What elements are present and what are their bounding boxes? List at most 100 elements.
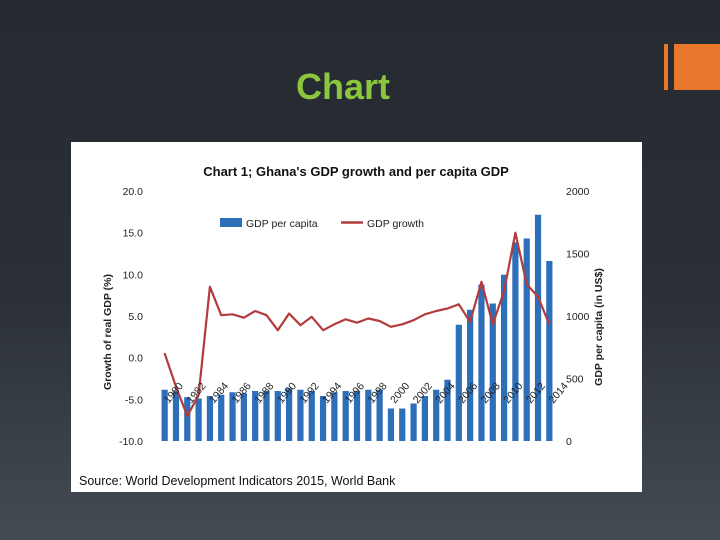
accent-bar-decoration [664,44,720,90]
y-right-tick-label: 500 [566,374,584,386]
point-gdp-growth [344,318,347,321]
bar-gdp-per-capita [331,392,338,441]
y-left-tick-label: -5.0 [125,394,143,406]
line-series-gdp-growth [163,231,551,418]
point-gdp-growth [401,323,404,326]
point-gdp-growth [175,386,177,388]
point-gdp-growth [310,316,313,318]
point-gdp-growth [299,324,302,326]
point-gdp-growth [412,319,415,321]
chart-legend: GDP per capita GDP growth [220,218,424,230]
point-gdp-growth [424,313,426,316]
point-gdp-growth [220,314,223,316]
accent-thick-block [674,44,720,90]
bar-gdp-per-capita [365,389,372,441]
point-gdp-growth [491,323,494,326]
legend-label-gdp-per-capita: GDP per capita [246,218,318,230]
point-gdp-growth [209,286,211,288]
y-right-axis-label: GDP per capita (in US$) [593,268,605,386]
bar-gdp-per-capita [308,391,315,441]
bar-gdp-per-capita [500,274,508,441]
point-gdp-growth [503,290,505,292]
point-gdp-growth [265,314,268,316]
bar-gdp-per-capita [172,391,180,441]
bar-gdp-per-capita [161,389,168,441]
bar-gdp-per-capita [274,391,281,441]
x-tick-label: 1990 [275,380,299,406]
x-tick-label: 1996 [343,380,367,406]
point-gdp-growth [435,310,438,312]
y-right-tick-label: 1000 [566,311,590,323]
x-tick-label: 2004 [433,380,457,406]
bar-gdp-per-capita [478,284,485,441]
bar-gdp-per-capita [319,396,327,441]
y-right-tick-label: 0 [566,436,572,448]
bar-gdp-per-capita [410,403,417,441]
point-gdp-growth [277,329,279,331]
bar-gdp-per-capita [297,389,304,441]
point-gdp-growth [356,321,358,324]
y-left-axis-label: Growth of real GDP (%) [102,274,114,390]
y-left-axis: -10.0 -5.0 0.0 5.0 10.0 15.0 20.0 [119,186,143,448]
chart-title: Chart 1; Ghana's GDP growth and per capi… [203,164,509,179]
point-gdp-growth [333,323,336,326]
point-gdp-growth [243,316,245,319]
y-right-tick-label: 1500 [566,249,590,261]
point-gdp-growth [367,317,370,320]
bar-gdp-per-capita [444,379,451,441]
point-gdp-growth [514,231,517,234]
point-gdp-growth [163,352,166,355]
legend-swatch-gdp-per-capita [220,218,242,227]
y-right-axis: 0 500 1000 1500 2000 [566,186,590,448]
chart-source-note: Source: World Development Indicators 201… [79,474,396,488]
bar-gdp-per-capita [455,324,462,441]
bar-gdp-per-capita [534,214,542,441]
point-gdp-growth [186,415,189,417]
x-tick-label: 2000 [388,380,412,406]
bar-gdp-per-capita [399,408,406,441]
point-gdp-growth [197,394,200,396]
x-tick-label: 1982 [184,380,208,406]
y-left-tick-label: 0.0 [128,353,143,365]
point-gdp-growth [458,303,460,306]
chart-svg: Chart 1; Ghana's GDP growth and per capi… [79,164,605,488]
chart-image: Chart 1; Ghana's GDP growth and per capi… [71,142,642,492]
y-left-tick-label: -10.0 [119,436,143,448]
bar-gdp-per-capita [489,303,496,441]
point-gdp-growth [231,313,234,316]
bar-gdp-per-capita [421,396,428,441]
point-gdp-growth [322,329,324,331]
x-tick-label: 1986 [230,380,254,406]
y-right-tick-label: 2000 [566,186,590,198]
x-tick-label: 1988 [252,380,276,406]
point-gdp-growth [537,296,539,298]
x-tick-label: 1984 [207,380,231,406]
bar-gdp-per-capita [195,398,202,441]
bar-gdp-per-capita [184,397,191,441]
bar-gdp-per-capita [376,389,383,441]
bar-gdp-per-capita [252,391,259,441]
y-left-tick-label: 10.0 [123,269,144,281]
bar-gdp-per-capita [206,396,214,441]
point-gdp-growth [378,320,381,322]
point-gdp-growth [254,310,256,312]
bar-gdp-per-capita [263,391,270,441]
point-gdp-growth [480,281,483,283]
legend-label-gdp-growth: GDP growth [367,218,424,230]
bar-gdp-per-capita [512,242,519,441]
point-gdp-growth [288,312,290,315]
x-tick-label: 1998 [365,380,389,406]
x-tick-label: 2002 [411,380,435,406]
bar-gdp-per-capita [546,261,553,441]
bar-gdp-per-capita [342,391,349,441]
y-left-tick-label: 20.0 [123,186,144,198]
accent-thin-bar [664,44,668,90]
point-gdp-growth [390,326,392,328]
point-gdp-growth [469,321,471,323]
bar-gdp-per-capita [240,393,247,441]
bar-gdp-per-capita [218,394,225,441]
bar-gdp-per-capita [229,392,236,441]
bar-gdp-per-capita [387,408,395,441]
bar-gdp-per-capita [467,309,474,441]
y-left-tick-label: 15.0 [123,228,144,240]
